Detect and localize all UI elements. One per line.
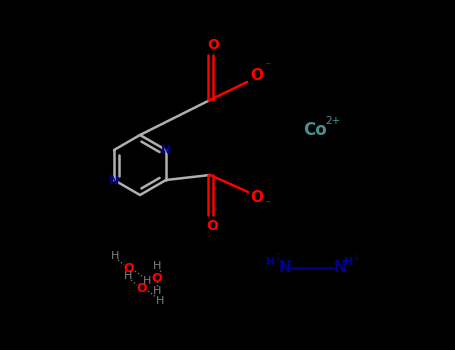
Text: Co: Co (303, 121, 327, 139)
Text: H: H (344, 257, 354, 267)
Text: 2+: 2+ (325, 116, 341, 126)
Text: N: N (334, 260, 346, 275)
Text: ⁻: ⁻ (264, 61, 270, 74)
Text: H: H (111, 251, 119, 261)
Text: H: H (143, 276, 151, 286)
Text: 2: 2 (354, 252, 359, 261)
Text: H: H (156, 296, 164, 306)
Text: N: N (161, 144, 171, 156)
Text: H: H (153, 261, 161, 271)
Text: ⁻: ⁻ (264, 198, 270, 211)
Text: H: H (124, 271, 132, 281)
Text: O: O (251, 68, 263, 83)
Text: H: H (266, 257, 276, 267)
Text: 2: 2 (275, 252, 281, 261)
Text: O: O (136, 281, 147, 294)
Text: O: O (251, 189, 263, 204)
Text: O: O (207, 38, 219, 52)
Text: O: O (152, 272, 162, 285)
Text: O: O (206, 219, 218, 233)
Text: N: N (109, 174, 119, 187)
Text: H: H (153, 286, 161, 296)
Text: O: O (124, 261, 134, 274)
Text: N: N (278, 260, 291, 275)
